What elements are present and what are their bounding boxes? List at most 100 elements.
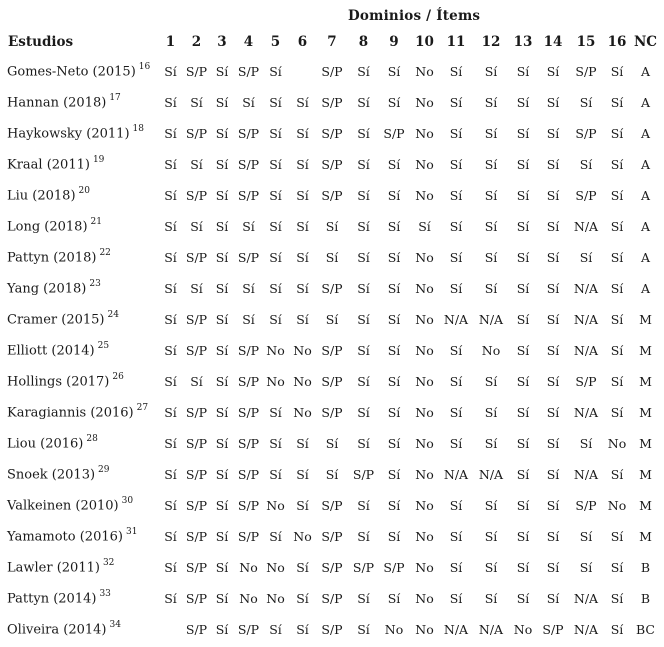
reference-number: 19	[92, 155, 105, 166]
reference-number: 28	[86, 434, 98, 445]
rating-cell: Sí	[357, 622, 370, 637]
rating-cell: S/P	[321, 560, 343, 575]
rating-cell: Sí	[215, 312, 229, 327]
rating-cell: Sí	[516, 560, 530, 575]
rating-cell: N/A	[573, 622, 599, 637]
rating-cell: Sí	[610, 126, 624, 141]
rating-cell: Sí	[387, 188, 401, 203]
table-row: Pattyn (2018) 22 Sí S/P Sí S/P Sí Sí Sí Sí Sí No Sí S…	[0, 242, 659, 273]
rating-cell: Sí	[610, 560, 624, 575]
rating-cell: Sí	[296, 498, 309, 513]
rating-cell: Sí	[516, 126, 530, 141]
rating-cell: No	[266, 374, 285, 389]
rating-cell: Sí	[449, 343, 463, 358]
rating-cell: Sí	[516, 591, 530, 606]
rating-cell: N/A	[573, 405, 599, 420]
rating-cell: Sí	[610, 467, 624, 482]
study-name: Pattyn (2014)	[7, 591, 97, 607]
rating-cell: Sí	[357, 188, 370, 203]
rating-cell: Sí	[484, 188, 498, 203]
rating-cell: No	[266, 560, 285, 575]
rating-cell: No	[293, 405, 312, 420]
rating-cell: Sí	[357, 436, 370, 451]
rating-cell: Sí	[449, 188, 463, 203]
rating-cell: Sí	[357, 529, 370, 544]
rating-cell: Sí	[357, 343, 370, 358]
rating-cell: S/P	[321, 126, 343, 141]
rating-cell: No	[415, 281, 434, 296]
rating-cell: S/P	[237, 529, 260, 544]
study-cell: Pattyn (2014) 33	[0, 583, 157, 614]
table-row: Valkeinen (2010) 30 Sí S/P Sí S/P No Sí S/P Sí Sí N…	[0, 490, 659, 521]
rating-cell: Sí	[357, 126, 370, 141]
rating-cell: No	[415, 405, 434, 420]
rating-cell: M	[639, 498, 652, 513]
rating-cell: Sí	[215, 343, 229, 358]
rating-cell: Sí	[269, 405, 282, 420]
rating-cell: Sí	[516, 343, 530, 358]
rating-cell: Sí	[484, 498, 498, 513]
rating-cell: Sí	[164, 498, 177, 513]
rating-cell: Sí	[325, 312, 339, 327]
rating-cell: Sí	[296, 157, 309, 172]
rating-cell: Sí	[484, 560, 498, 575]
rating-cell: Sí	[164, 560, 177, 575]
study-cell: Pattyn (2018) 22	[0, 242, 157, 273]
rating-cell: S/P	[185, 529, 208, 544]
rating-cell: No	[415, 250, 434, 265]
rating-cell: Sí	[546, 188, 560, 203]
rating-cell: No	[384, 622, 404, 637]
column-header-3: 3	[217, 34, 227, 50]
rating-cell: Sí	[516, 405, 530, 420]
rating-cell: N/A	[478, 467, 504, 482]
rating-cell: S/P	[321, 281, 343, 296]
table-body: Gomes-Neto (2015) 16 Sí S/P Sí S/P Sí S/P Sí Sí No…	[0, 56, 659, 645]
rating-cell: Sí	[484, 529, 498, 544]
rating-cell: B	[640, 560, 651, 575]
study-cell: Yang (2018) 23	[0, 273, 157, 304]
rating-cell: A	[640, 126, 651, 141]
study-cell: Snoek (2013) 29	[0, 459, 157, 490]
rating-cell: Sí	[546, 405, 560, 420]
study-name: Liu (2018)	[7, 188, 76, 204]
rating-cell: Sí	[296, 95, 309, 110]
rating-cell: Sí	[215, 436, 229, 451]
rating-cell: Sí	[484, 591, 498, 606]
table-row: Pattyn (2014) 33 Sí S/P Sí No No Sí S/P Sí Sí No Sí S…	[0, 583, 659, 614]
rating-cell: Sí	[610, 219, 624, 234]
rating-cell	[289, 56, 316, 87]
rating-cell: S/P	[321, 188, 343, 203]
table-row: Oliveira (2014) 34 S/P Sí S/P Sí Sí S/P Sí No No N/…	[0, 614, 659, 645]
rating-cell: Sí	[296, 622, 309, 637]
rating-cell: Sí	[164, 126, 177, 141]
rating-cell: No	[293, 529, 312, 544]
study-cell: Hannan (2018) 17	[0, 87, 157, 118]
study-name: Haykowsky (2011)	[7, 126, 130, 142]
rating-cell: Sí	[546, 157, 560, 172]
rating-cell: M	[639, 343, 652, 358]
study-cell: Valkeinen (2010) 30	[0, 490, 157, 521]
rating-cell: S/P	[185, 560, 208, 575]
rating-cell: No	[266, 591, 285, 606]
rating-cell: N/A	[443, 622, 469, 637]
rating-cell: Sí	[610, 157, 624, 172]
rating-cell: S/P	[321, 343, 343, 358]
rating-cell: S/P	[237, 64, 260, 79]
rating-cell: N/A	[573, 219, 599, 234]
rating-cell: No	[415, 312, 434, 327]
study-cell: Oliveira (2014) 34	[0, 614, 157, 645]
column-header-4: 4	[243, 34, 254, 50]
study-cell: Lawler (2011) 32	[0, 552, 157, 583]
rating-cell: Sí	[164, 312, 177, 327]
rating-cell: Sí	[190, 95, 203, 110]
rating-cell: B	[640, 591, 651, 606]
rating-cell: No	[415, 126, 434, 141]
rating-cell: Sí	[610, 188, 624, 203]
rating-cell: Sí	[484, 405, 498, 420]
rating-cell: Sí	[296, 312, 309, 327]
rating-cell: Sí	[484, 126, 498, 141]
rating-cell: Sí	[357, 64, 370, 79]
reference-number: 29	[98, 465, 110, 476]
rating-cell: S/P	[237, 405, 260, 420]
rating-cell: No	[607, 498, 627, 513]
